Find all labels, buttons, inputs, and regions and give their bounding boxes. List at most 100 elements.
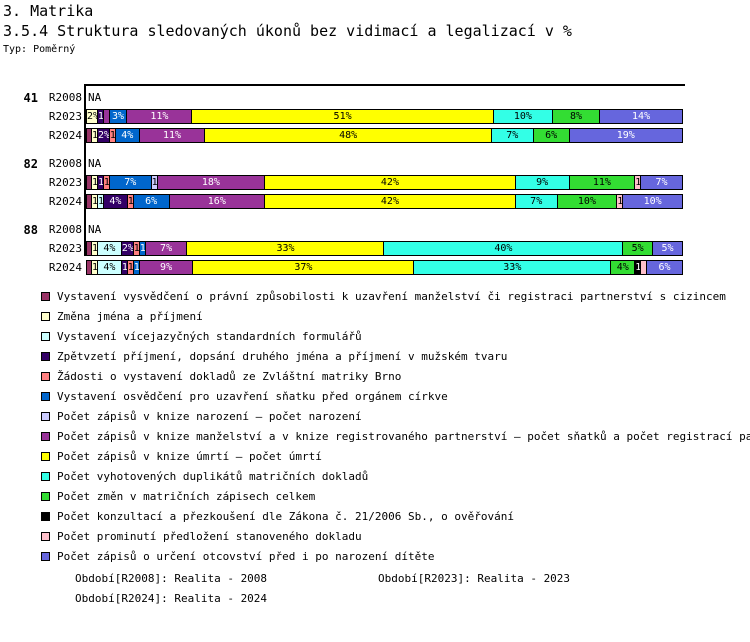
bar-segment: 8% — [552, 109, 601, 124]
bar-segment: 4% — [97, 241, 122, 256]
footer-period-r2024: Období[R2024]: Realita - 2024 — [75, 592, 268, 605]
legend-item: Žádosti o vystavení dokladů ze Zvláštní … — [0, 368, 750, 388]
chart-row: R2008 NA — [0, 90, 750, 105]
bar-segment: 3% — [109, 109, 128, 124]
legend-label: Počet zápisů v knize manželství a v kniz… — [57, 430, 750, 443]
bar-segment: 10% — [557, 194, 618, 209]
row-na-text: NA — [88, 157, 102, 170]
bar-segment: 37% — [193, 260, 415, 275]
stacked-bar: 1 1 1 7% 1 18% 42% 9% 11% 1 7% — [86, 175, 683, 190]
chart-row: R2024 1 2% 1 4% 11% 48% 7% 6% 19% — [0, 128, 750, 143]
bar-segment: 6% — [133, 194, 170, 209]
row-na-text: NA — [88, 91, 102, 104]
bar-segment: 33% — [187, 241, 385, 256]
bar-segment: 2% — [97, 128, 110, 143]
legend-label: Žádosti o vystavení dokladů ze Zvláštní … — [57, 370, 402, 383]
legend-label: Počet vyhotovených duplikátů matričních … — [57, 470, 369, 483]
bar-segment: 1 — [97, 194, 104, 209]
bar-segment: 4% — [97, 260, 122, 275]
legend-swatch-icon — [41, 432, 50, 441]
legend-label: Vystavení osvědčení pro uzavření sňatku … — [57, 390, 448, 403]
row-period-label: R2024 — [48, 129, 82, 142]
bar-segment: 1 — [127, 194, 134, 209]
legend-swatch-icon — [41, 472, 50, 481]
legend-item: Zpětvzetí příjmení, dopsání druhého jmén… — [0, 348, 750, 368]
plot-y-axis — [84, 84, 86, 256]
legend-swatch-icon — [41, 332, 50, 341]
bar-segment — [86, 260, 92, 275]
bar-segment — [86, 194, 92, 209]
legend-swatch-icon — [41, 292, 50, 301]
legend-label: Zpětvzetí příjmení, dopsání druhého jmén… — [57, 350, 508, 363]
legend-item: Počet prominutí předložení stanoveného d… — [0, 528, 750, 548]
bar-segment: 2% — [121, 241, 134, 256]
bar-segment: 7% — [109, 175, 152, 190]
legend-item: Počet vyhotovených duplikátů matričních … — [0, 468, 750, 488]
legend-label: Počet zápisů v knize narození – počet na… — [57, 410, 362, 423]
bar-segment: 9% — [139, 260, 194, 275]
stacked-bar: 1 1 4% 1 6% 16% 42% 7% 10% 1 10% — [86, 194, 683, 209]
stacked-bar: 1 4% 1 1 1 9% 37% 33% 4% 1 6% — [86, 260, 683, 275]
bar-segment: 1 — [133, 241, 140, 256]
bar-segment: 1 — [151, 175, 158, 190]
bar-segment: 7% — [515, 194, 558, 209]
bar-segment: 1 — [91, 194, 98, 209]
legend-item: Počet změn v matričních zápisech celkem — [0, 488, 750, 508]
chart-type-label: Typ: Poměrný — [3, 44, 76, 55]
bar-segment: 1 — [97, 109, 104, 124]
legend-item: Počet konzultací a přezkoušení dle Zákon… — [0, 508, 750, 528]
chart-row: R2023 1 1 1 7% 1 18% 42% 9% 11% 1 7% — [0, 175, 750, 190]
legend-label: Vystavení vícejazyčných standardních for… — [57, 330, 362, 343]
bar-segment: 19% — [569, 128, 683, 143]
bar-segment: 4% — [115, 128, 140, 143]
bar-segment: 5% — [623, 241, 654, 256]
bar-segment: 7% — [145, 241, 188, 256]
bar-segment: 1 — [139, 241, 146, 256]
row-period-label: R2023 — [48, 110, 82, 123]
chart-row: R2023 1 4% 2% 1 1 7% 33% 40% 5% 5% — [0, 241, 750, 256]
bar-segment: 10% — [623, 194, 683, 209]
chart-row: R2008 NA — [0, 156, 750, 171]
legend-label: Počet zápisů o určení otcovství před i p… — [57, 550, 435, 563]
stacked-bar: 2%1 3%11%51%10%8%14% — [86, 109, 683, 124]
legend-swatch-icon — [41, 412, 50, 421]
group-label: 88 — [23, 223, 38, 237]
legend-item: Změna jména a příjmení — [0, 308, 750, 328]
bar-segment — [86, 175, 92, 190]
legend-item: Počet zápisů o určení otcovství před i p… — [0, 548, 750, 568]
bar-segment: 1 — [91, 260, 98, 275]
stacked-bar: 1 2% 1 4% 11% 48% 7% 6% 19% — [86, 128, 683, 143]
bar-segment: 4% — [611, 260, 636, 275]
bar-segment: 1 — [133, 260, 140, 275]
chart-legend: Vystavení vysvědčení o právní způsobilos… — [0, 288, 750, 568]
legend-swatch-icon — [41, 352, 50, 361]
legend-swatch-icon — [41, 312, 50, 321]
bar-segment: 1 — [635, 260, 642, 275]
legend-swatch-icon — [41, 452, 50, 461]
bar-segment: 48% — [205, 128, 492, 143]
bar-segment: 51% — [192, 109, 494, 124]
row-period-label: R2024 — [48, 195, 82, 208]
bar-segment — [86, 241, 92, 256]
bar-segment: 9% — [515, 175, 570, 190]
chart-row: R2023 2%1 3%11%51%10%8%14% — [0, 109, 750, 124]
row-period-label: R2024 — [48, 261, 82, 274]
bar-segment: 1 — [103, 175, 110, 190]
group-label: 82 — [23, 157, 38, 171]
chart-plot-area: 41R2008NAR20232%13%11%51%10%8%14%R202412… — [0, 75, 750, 275]
bar-segment: 40% — [384, 241, 624, 256]
legend-swatch-icon — [41, 552, 50, 561]
bar-segment: 11% — [139, 128, 206, 143]
bar-segment: 1 — [121, 260, 128, 275]
row-na-text: NA — [88, 223, 102, 236]
row-period-label: R2008 — [48, 157, 82, 170]
legend-swatch-icon — [41, 492, 50, 501]
legend-swatch-icon — [41, 392, 50, 401]
bar-segment: 14% — [600, 109, 683, 124]
legend-item: Vystavení vysvědčení o právní způsobilos… — [0, 288, 750, 308]
bar-segment — [86, 128, 92, 143]
bar-segment: 33% — [414, 260, 612, 275]
legend-item: Počet zápisů v knize úmrtí – počet úmrtí — [0, 448, 750, 468]
page-title: 3.5.4 Struktura sledovaných úkonů bez vi… — [3, 22, 572, 40]
legend-item: Počet zápisů v knize manželství a v kniz… — [0, 428, 750, 448]
